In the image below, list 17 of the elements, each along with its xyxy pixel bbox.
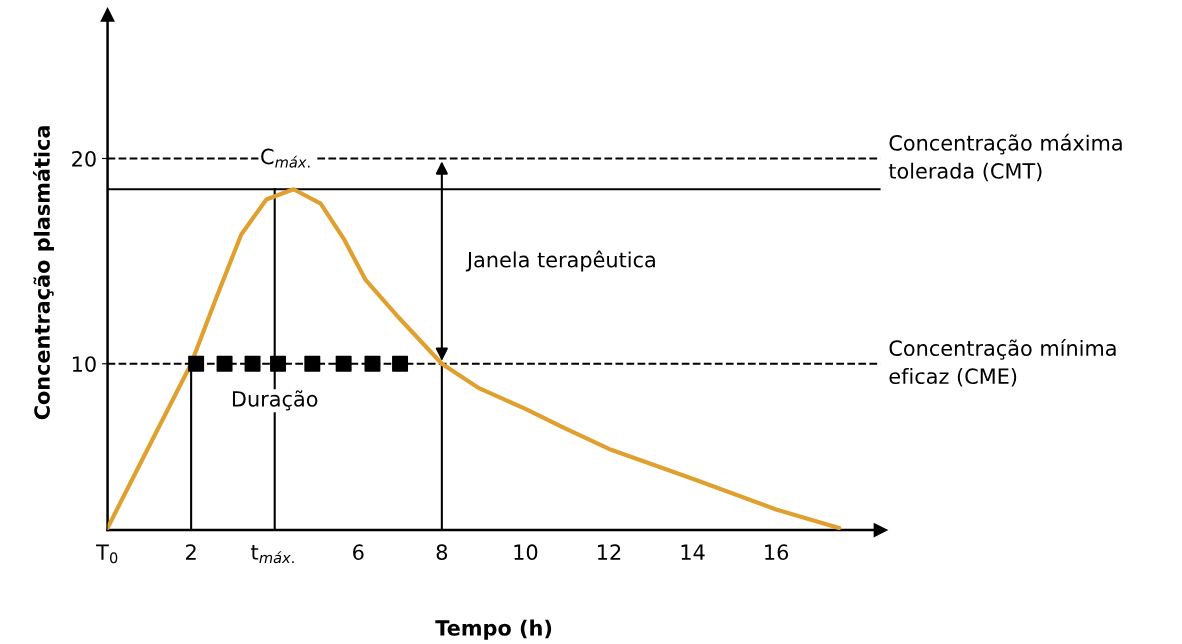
y-axis-title: Concentração plasmática	[32, 126, 54, 420]
annotation: Janela terapêutica	[465, 250, 655, 272]
x-tick-label: T$_{0}$	[96, 544, 118, 564]
x-tick-label: 6	[353, 544, 364, 561]
ref-line-label: Concentração máxima tolerada (CMT)	[888, 133, 1122, 182]
annotation: Duração	[232, 390, 318, 411]
annotation: C$_{máx.}$	[261, 148, 310, 168]
ref-line-label: Concentração mínima eficaz (CME)	[889, 339, 1116, 387]
x-tick-label: 2	[186, 544, 196, 560]
x-tick-label: 16	[765, 544, 789, 561]
x-tick-label: 14	[681, 544, 705, 560]
x-tick-label: 10	[514, 544, 538, 561]
x-tick-label: t$_{máx.}$	[251, 544, 294, 564]
y-tick-label: 20	[72, 150, 96, 167]
x-tick-label: 8	[436, 544, 448, 561]
x-tick-label: 12	[598, 544, 621, 560]
x-axis-title: Tempo (h)	[435, 619, 552, 640]
